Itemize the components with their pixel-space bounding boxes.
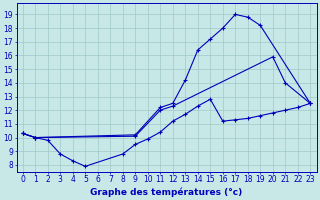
X-axis label: Graphe des températures (°c): Graphe des températures (°c) [91,187,243,197]
